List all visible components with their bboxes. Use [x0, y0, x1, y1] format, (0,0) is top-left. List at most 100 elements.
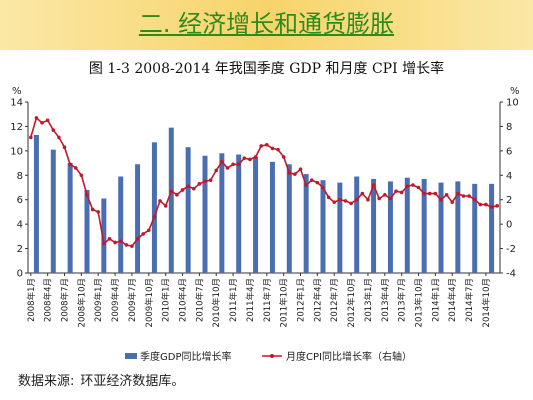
- cpi-point: [332, 200, 337, 204]
- left-tick-label: 6: [17, 195, 23, 206]
- gdp-bar: [269, 161, 275, 273]
- cpi-point: [124, 243, 129, 247]
- cpi-point: [73, 166, 78, 170]
- x-tick-label: 2011年4月: [245, 278, 256, 322]
- cpi-point: [214, 168, 219, 173]
- gdp-bar: [286, 164, 292, 273]
- cpi-line: [30, 116, 498, 247]
- slide-heading: 二. 经济增长和通货膨胀: [138, 10, 395, 38]
- gdp-bar: [421, 178, 427, 273]
- cpi-point: [326, 195, 331, 200]
- cpi-point: [62, 145, 67, 149]
- x-tick-label: 2013年7月: [397, 278, 408, 322]
- left-tick-label: 10: [10, 146, 23, 157]
- left-axis-unit: %: [12, 86, 22, 97]
- x-tick-label: 2012年1月: [296, 278, 307, 322]
- cpi-point: [461, 194, 466, 198]
- cpi-point: [40, 120, 44, 125]
- cpi-point: [236, 162, 241, 167]
- cpi-point: [422, 191, 426, 196]
- cpi-point: [270, 146, 275, 151]
- right-tick-label: -4: [506, 269, 516, 280]
- cpi-point: [450, 200, 455, 204]
- cpi-point: [169, 189, 174, 193]
- cpi-point: [439, 197, 443, 202]
- cpi-point: [29, 135, 33, 140]
- cpi-point: [158, 199, 162, 203]
- right-tick-label: 0: [506, 220, 512, 231]
- gdp-bar: [404, 177, 410, 273]
- gdp-bar: [118, 176, 124, 273]
- x-tick-label: 2010年4月: [178, 278, 189, 322]
- x-tick-label: 2010年10月: [211, 278, 222, 327]
- cpi-point: [281, 155, 286, 159]
- x-tick-label: 2014年1月: [430, 278, 441, 322]
- gdp-bar: [185, 147, 191, 273]
- legend-cpi-label: 月度CPI同比增长率（右轴）: [286, 350, 412, 363]
- gdp-bar: [67, 163, 73, 273]
- gdp-bar: [387, 181, 393, 273]
- cpi-point: [141, 232, 145, 236]
- cpi-point: [354, 197, 359, 202]
- cpi-point: [366, 197, 370, 202]
- cpi-point: [276, 147, 280, 152]
- cpi-point: [287, 171, 292, 175]
- cpi-point: [231, 162, 235, 167]
- x-tick-label: 2013年10月: [414, 278, 425, 327]
- cpi-point: [484, 202, 488, 207]
- cpi-point: [411, 183, 415, 187]
- cpi-point: [343, 199, 348, 203]
- cpi-point: [383, 193, 387, 197]
- gdp-bar: [202, 155, 208, 273]
- cpi-point: [79, 173, 84, 178]
- cpi-point: [495, 204, 499, 208]
- gdp-bar: [489, 183, 495, 273]
- gdp-bar: [151, 142, 157, 273]
- cpi-point: [45, 118, 50, 123]
- x-tick-label: 2013年4月: [380, 278, 391, 322]
- cpi-point: [315, 180, 320, 185]
- cpi-point: [68, 162, 72, 167]
- gdp-bar: [101, 198, 107, 273]
- cpi-point: [371, 183, 376, 187]
- x-tick-label: 2014年4月: [447, 278, 458, 322]
- cpi-point: [304, 183, 308, 187]
- cpi-point: [405, 184, 410, 189]
- gdp-cpi-chart: % % 0 2 4 6 8 10 12 14 -4 -2 0 2 4 6 8 10 2008年1月 2008年4月 20…: [10, 86, 519, 363]
- gdp-bar: [320, 180, 326, 273]
- cpi-point: [242, 156, 247, 160]
- cpi-point: [163, 204, 168, 208]
- cpi-point: [107, 237, 112, 241]
- gdp-bar: [337, 182, 343, 273]
- gdp-bar: [371, 178, 377, 273]
- gdp-bar: [50, 149, 56, 273]
- cpi-point: [85, 193, 89, 197]
- cpi-point: [248, 157, 252, 162]
- cpi-point: [360, 191, 365, 196]
- x-tick-label: 2011年7月: [262, 278, 273, 322]
- x-tick-label: 2011年1月: [228, 278, 239, 322]
- cpi-point: [427, 191, 432, 196]
- cpi-point: [416, 185, 421, 190]
- x-tick-label: 2011年10月: [279, 278, 290, 327]
- cpi-point: [90, 207, 95, 212]
- gdp-bar: [33, 134, 39, 273]
- x-tick-label: 2013年1月: [363, 278, 374, 322]
- left-tick-label: 12: [10, 122, 23, 133]
- cpi-point: [113, 240, 117, 245]
- cpi-point: [197, 182, 202, 186]
- x-tick-label: 2010年7月: [194, 278, 205, 322]
- cpi-point: [309, 178, 314, 182]
- gdp-bar: [135, 164, 141, 273]
- x-tick-label: 2012年4月: [312, 278, 323, 322]
- gdp-bar: [253, 156, 259, 273]
- cpi-point: [253, 155, 258, 159]
- cpi-point: [118, 239, 123, 244]
- right-tick-label: 10: [506, 98, 519, 109]
- gdp-bar: [472, 183, 478, 273]
- cpi-point: [293, 172, 297, 176]
- cpi-point: [130, 244, 134, 248]
- cpi-point: [208, 178, 213, 182]
- legend-gdp-label: 季度GDP同比增长率: [140, 350, 231, 363]
